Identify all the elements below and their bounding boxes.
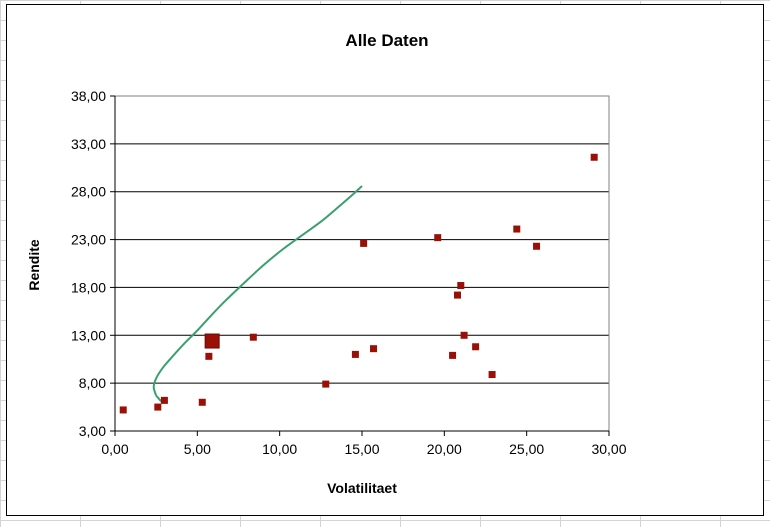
data-point bbox=[351, 350, 359, 358]
data-point bbox=[472, 343, 480, 351]
data-point bbox=[488, 371, 496, 379]
data-point bbox=[154, 403, 162, 411]
data-point bbox=[449, 351, 457, 359]
x-axis-label: Volatilitaet bbox=[327, 480, 397, 496]
plot-area: 3,00 8,00 13,00 18,00 23,00 28,00 33,00 38,00 0,… bbox=[71, 88, 627, 457]
chart-title: Alle Daten bbox=[345, 31, 428, 50]
x-tick-label: 10,00 bbox=[262, 441, 297, 457]
data-point bbox=[434, 234, 442, 242]
y-axis-label: Rendite bbox=[26, 239, 42, 291]
y-tick-label: 28,00 bbox=[71, 184, 106, 200]
y-tick-label: 13,00 bbox=[71, 327, 106, 343]
data-point bbox=[205, 352, 213, 360]
efficient-frontier-line bbox=[152, 185, 363, 396]
data-point bbox=[370, 345, 378, 353]
data-point bbox=[198, 398, 206, 406]
y-tick-label: 33,00 bbox=[71, 136, 106, 152]
y-tick-label: 8,00 bbox=[79, 375, 106, 391]
data-point bbox=[533, 242, 541, 250]
efficient-frontier-hook bbox=[155, 394, 162, 402]
y-tick-label: 3,00 bbox=[79, 423, 106, 439]
scatter-chart: Alle Daten 3,008,0013,0018,0023,0028,003… bbox=[26, 31, 627, 496]
y-tick-label: 23,00 bbox=[71, 232, 106, 248]
plot-background bbox=[115, 96, 609, 431]
data-point bbox=[249, 333, 257, 341]
data-point bbox=[454, 291, 462, 299]
data-point bbox=[590, 153, 598, 161]
data-point bbox=[322, 380, 330, 388]
data-point bbox=[360, 239, 368, 247]
data-point bbox=[457, 282, 465, 290]
x-tick-label: 5,00 bbox=[184, 441, 211, 457]
x-tick-label: 25,00 bbox=[509, 441, 544, 457]
chart-area[interactable]: Alle Daten 3,00 8,00 13,00 18,00 23,00 28,00 3… bbox=[6, 4, 764, 516]
data-point bbox=[513, 225, 521, 233]
x-tick-label: 0,00 bbox=[101, 441, 128, 457]
y-tick-label: 38,00 bbox=[71, 88, 106, 104]
x-tick-label: 15,00 bbox=[344, 441, 379, 457]
y-tick-label: 18,00 bbox=[71, 279, 106, 295]
data-point bbox=[460, 331, 468, 339]
data-point bbox=[119, 406, 127, 414]
data-point bbox=[160, 396, 168, 404]
x-tick-label: 20,00 bbox=[427, 441, 462, 457]
highlighted-data-point bbox=[204, 333, 220, 349]
x-tick-label: 30,00 bbox=[591, 441, 626, 457]
